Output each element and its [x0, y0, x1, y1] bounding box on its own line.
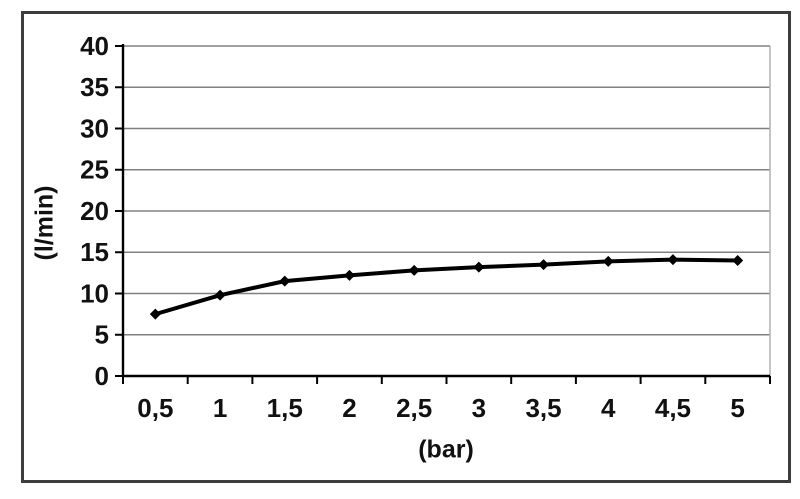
diamond-marker — [408, 264, 420, 276]
x-tick-label: 3 — [472, 393, 486, 423]
x-tick-label: 0,5 — [137, 393, 173, 423]
diamond-marker — [538, 259, 550, 271]
y-axis-title: (l/min) — [31, 186, 59, 261]
y-tick-label: 5 — [95, 320, 109, 350]
x-tick-label: 1,5 — [267, 393, 303, 423]
axes — [115, 44, 771, 384]
x-axis-tick-labels: 0,5 1 1,5 2 2,5 3 3,5 4 4,5 5 — [137, 393, 745, 423]
series-line — [153, 257, 740, 317]
x-tick-label: 3,5 — [525, 393, 561, 423]
y-tick-label: 30 — [80, 113, 109, 143]
diamond-marker — [343, 269, 355, 281]
y-tick-label: 35 — [80, 72, 109, 102]
x-tick-label: 4 — [601, 393, 616, 423]
x-tick-label: 2,5 — [396, 393, 432, 423]
x-tick-label: 1 — [213, 393, 227, 423]
diamond-marker — [667, 254, 679, 266]
x-tick-label: 4,5 — [655, 393, 691, 423]
diamond-marker — [602, 255, 614, 267]
y-tick-label: 25 — [80, 155, 109, 185]
diamond-marker — [732, 255, 744, 266]
diamond-marker — [149, 308, 161, 320]
diamond-marker — [279, 275, 291, 287]
data-point-markers — [149, 254, 744, 320]
y-tick-label: 0 — [95, 361, 109, 391]
y-tick-label: 40 — [80, 31, 109, 61]
x-tick-label: 2 — [342, 393, 356, 423]
x-axis-title: (bar) — [418, 436, 474, 464]
data-series-line — [153, 257, 740, 317]
x-tick-label: 5 — [730, 393, 744, 423]
chart-frame — [21, 11, 791, 483]
diamond-marker — [473, 261, 485, 273]
y-tick-label: 15 — [80, 237, 109, 267]
y-tick-label: 20 — [80, 196, 109, 226]
y-tick-label: 10 — [80, 278, 109, 308]
diamond-marker — [214, 289, 226, 301]
y-axis-tick-labels: 0 5 10 15 20 25 30 35 40 — [80, 31, 109, 391]
